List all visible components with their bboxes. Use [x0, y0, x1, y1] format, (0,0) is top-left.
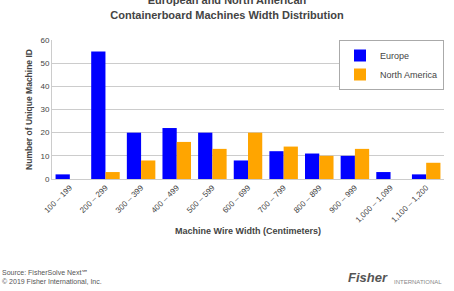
svg-text:500 – 599: 500 – 599: [185, 183, 217, 215]
svg-text:North America: North America: [380, 70, 437, 80]
svg-text:0: 0: [45, 175, 50, 184]
svg-text:900 – 999: 900 – 999: [328, 183, 360, 215]
svg-text:Source: FisherSolve Next℠© 201: Source: FisherSolve Next℠© 2019 Fisher I…: [2, 269, 102, 285]
svg-text:600 – 699: 600 – 699: [221, 183, 253, 215]
svg-text:800 – 899: 800 – 899: [292, 183, 324, 215]
svg-text:INTERNATIONAL: INTERNATIONAL: [394, 279, 442, 285]
svg-text:700 – 799: 700 – 799: [256, 183, 288, 215]
svg-text:European and North AmericanCon: European and North AmericanContainerboar…: [110, 0, 344, 21]
svg-text:400 – 499: 400 – 499: [149, 183, 181, 215]
svg-text:Europe: Europe: [380, 51, 409, 61]
svg-text:1,100 – 1,200: 1,100 – 1,200: [389, 183, 430, 224]
svg-text:60: 60: [40, 36, 49, 45]
svg-text:Number of Unique Machine ID: Number of Unique Machine ID: [24, 49, 34, 170]
svg-text:Fisher: Fisher: [348, 270, 388, 285]
svg-text:20: 20: [40, 128, 49, 137]
svg-text:Machine Wire Width (Centimeter: Machine Wire Width (Centimeters): [175, 226, 321, 236]
svg-text:40: 40: [40, 82, 49, 91]
svg-text:10: 10: [40, 152, 49, 161]
svg-text:50: 50: [40, 59, 49, 68]
svg-text:100 – 199: 100 – 199: [43, 183, 75, 215]
svg-text:1,000 – 1,099: 1,000 – 1,099: [354, 183, 395, 224]
svg-text:300 – 399: 300 – 399: [114, 183, 146, 215]
svg-text:200 – 299: 200 – 299: [78, 183, 110, 215]
svg-text:30: 30: [40, 105, 49, 114]
